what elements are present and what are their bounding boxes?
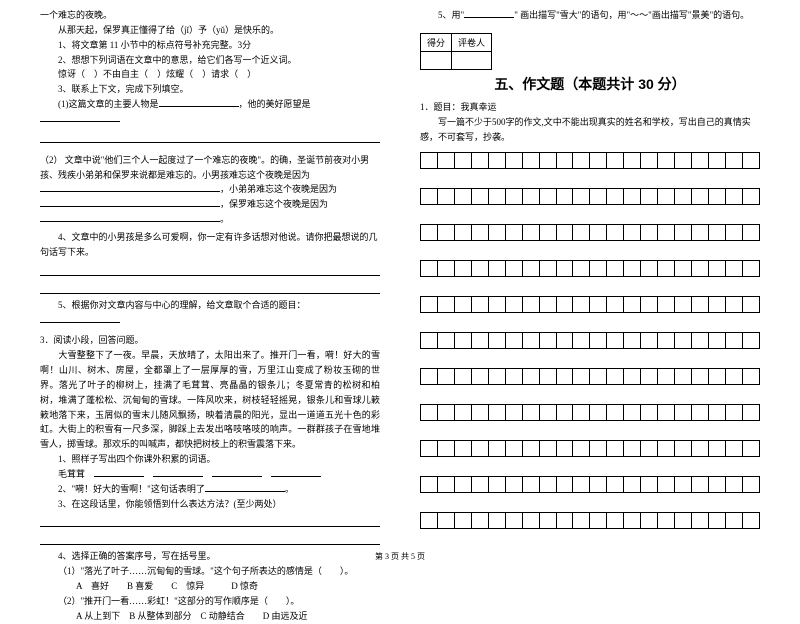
p3-q3: 3、在这段话里，你能领悟到什么表达方法？(至少两处） [40,497,380,512]
blank[interactable] [40,121,120,122]
q2-blanks: 惊讶（ ）不由自主（ ）炫耀（ ）请求（ ） [40,67,380,82]
p3-q2: 2、"嗬！好大的雪啊！"这句话表明了。 [40,482,380,497]
q5: 5、根据你对文章内容与中心的理解，给文章取个合适的题目： [40,298,380,328]
p3-q1-ex: 毛茸茸 [40,467,380,482]
score-cell[interactable] [421,51,452,69]
q3: 3、联系上下文，完成下列填空。 [40,82,380,97]
blank[interactable] [40,221,220,222]
p3-q4-2: （2）"推开门一看……彩虹！"这部分的写作顺序是（ ）。 [40,594,380,609]
q1: 1、将文章第 11 小节中的标点符号补充完整。3分 [40,38,380,53]
q3-2c: ，保罗难忘这个夜晚是因为 [40,197,380,212]
p3-body: 大雪整整下了一夜。早晨，天放晴了，太阳出来了。推开门一看，嗬！好大的雪啊！山川、… [40,348,380,452]
p3-q4-1-opts: A 喜好 B 喜爱 C 惊异 D 惊奇 [40,579,380,594]
blank[interactable] [205,491,285,492]
grader-cell[interactable] [452,51,492,69]
q2: 2、想想下列词语在文章中的意思，给它们各写一个近义词。 [40,53,380,68]
score-table: 得分 评卷人 [420,33,492,70]
blank[interactable] [212,476,262,477]
left-text: 一个难忘的夜晚。 [40,8,380,23]
p3: 3．阅读小段，回答问题。 [40,333,380,348]
blank-line[interactable] [40,262,380,276]
grader-label: 评卷人 [452,33,492,51]
essay-title: 1．题目：我真幸运 [420,100,760,115]
page-footer: 第 3 页 共 5 页 [0,551,800,562]
p3-q4-1: （1）"落光了叶子……沉甸甸的雪球。"这个句子所表达的感情是（ ）。 [40,564,380,579]
left-text: 从那天起，保罗真正懂得了给（jǐ）予（yǔ）是快乐的。 [40,23,380,38]
blank-line[interactable] [40,513,380,527]
essay-instr: 写一篇不少于500字的作文,文中不能出现真实的姓名和学校，写出自己的真情实感，不… [420,115,760,145]
blank[interactable] [159,106,239,107]
essay-grid-area[interactable] [420,152,760,529]
q3-2b: ，小弟弟难忘这个夜晚是因为 [40,182,380,197]
score-label: 得分 [421,33,452,51]
q3-2d: 。 [40,212,380,227]
blank[interactable] [40,206,220,207]
blank[interactable] [40,322,120,323]
q3-1: (1)这篇文章的主要人物是，他的美好愿望是 [40,97,380,127]
section-title: 五、作文题（本题共计 30 分） [420,74,760,94]
q3-2: （2） 文章中说"他们三个人一起度过了一个难忘的夜晚"。的确，圣诞节前夜对小男孩… [40,153,380,183]
blank-line[interactable] [40,280,380,294]
blank-line[interactable] [40,531,380,545]
blank[interactable] [40,191,220,192]
p3-q4-2-opts: A 从上到下 B 从整体到部分 C 动静结合 D 由远及近 [40,609,380,624]
blank[interactable] [94,476,144,477]
q4: 4、文章中的小男孩是多么可爱啊，你一定有许多话想对他说。请你把最想说的几句话写下… [40,230,380,260]
blank[interactable] [464,17,514,18]
right-q5: 5、用"" 画出描写"雪大"的语句，用"～～"画出描写"景美"的语句。 [420,8,760,23]
p3-q1: 1、照样子写出四个你课外积累的词语。 [40,452,380,467]
blank[interactable] [153,476,203,477]
blank[interactable] [271,476,321,477]
blank-line[interactable] [40,129,380,143]
